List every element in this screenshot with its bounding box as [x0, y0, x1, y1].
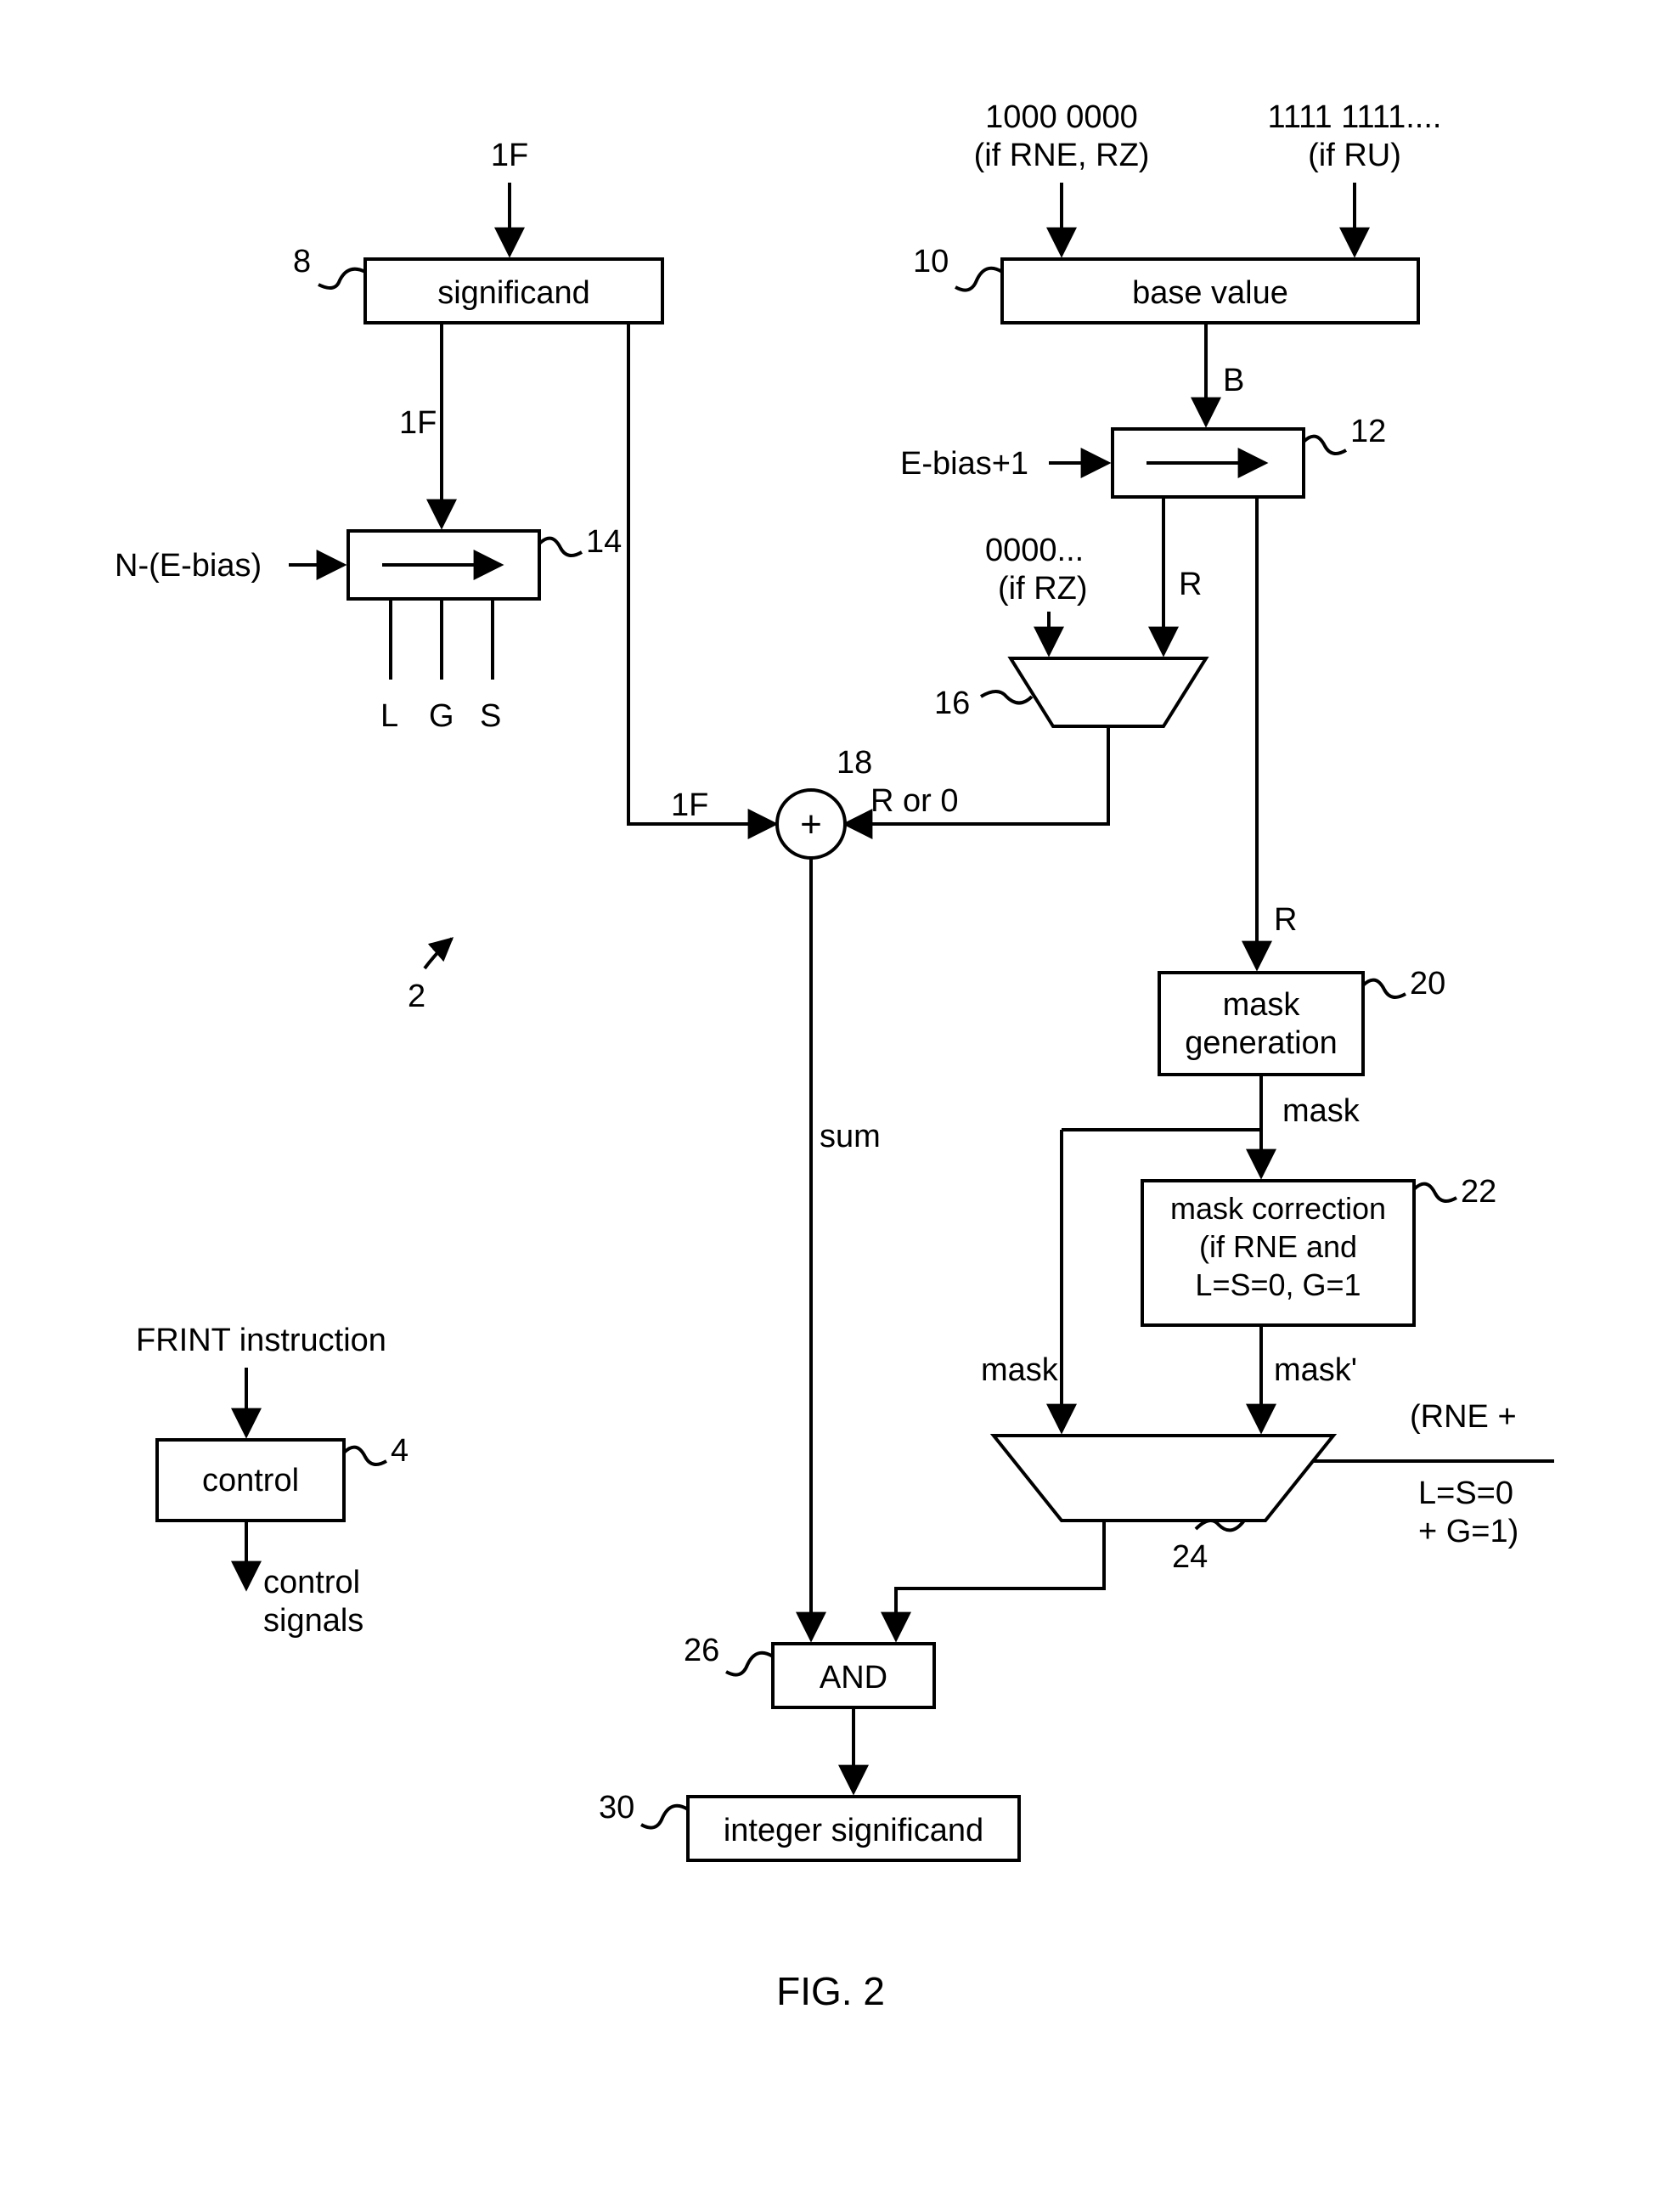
label-mux24-side2: L=S=0: [1418, 1476, 1513, 1511]
ref-22-tick: [1414, 1184, 1456, 1201]
label-maskprime: mask': [1274, 1352, 1357, 1388]
ref-8: 8: [293, 244, 311, 279]
ref-4: 4: [391, 1433, 408, 1469]
maskcorr-l1: mask correction: [1170, 1191, 1386, 1226]
ref-20-tick: [1363, 980, 1406, 997]
figure-title: FIG. 2: [776, 1969, 885, 2013]
ref-2: 2: [408, 979, 425, 1014]
maskgen-label1: mask: [1223, 987, 1301, 1023]
ref-12: 12: [1350, 414, 1386, 449]
label-1f-top: 1F: [491, 138, 528, 173]
ref-12-tick: [1304, 437, 1346, 454]
label-l: L: [380, 698, 398, 734]
ref-14: 14: [586, 524, 622, 560]
ref-30: 30: [599, 1790, 634, 1825]
ref-26-tick: [726, 1653, 773, 1675]
label-g: G: [429, 698, 454, 734]
ref-18: 18: [837, 745, 872, 781]
significand-label: significand: [437, 275, 590, 311]
label-input-right-2: (if RU): [1308, 138, 1401, 173]
line-mux24-to-and: [896, 1521, 1104, 1639]
label-1f-mid: 1F: [399, 405, 437, 441]
mux16-shape: [1011, 658, 1206, 726]
ref-4-tick: [344, 1447, 386, 1464]
label-nebias: N-(E-bias): [115, 548, 262, 584]
maskcorr-l2: (if RNE and: [1199, 1229, 1357, 1264]
label-s: S: [480, 698, 501, 734]
and-label: AND: [820, 1660, 887, 1696]
ref-2-arrow: [425, 939, 452, 968]
label-frint: FRINT instruction: [136, 1323, 386, 1358]
maskcorr-l3: L=S=0, G=1: [1195, 1267, 1361, 1302]
ref-14-tick: [539, 539, 582, 556]
maskgen-label2: generation: [1185, 1025, 1338, 1061]
ref-16-tick: [981, 691, 1032, 703]
ref-8-tick: [318, 269, 365, 288]
ref-10-tick: [955, 268, 1002, 291]
label-mux24-side3: + G=1): [1418, 1514, 1518, 1549]
ref-26: 26: [684, 1633, 719, 1668]
label-mask-top: mask: [1282, 1093, 1361, 1129]
ref-20: 20: [1410, 966, 1445, 1002]
label-mask-left: mask: [981, 1352, 1059, 1388]
label-r-right: R: [1274, 902, 1297, 938]
mux24-shape: [994, 1436, 1333, 1521]
ref-30-tick: [641, 1806, 688, 1828]
label-r-left: R: [1179, 567, 1202, 602]
ref-16: 16: [934, 686, 970, 721]
label-B: B: [1223, 363, 1244, 398]
label-ror0: R or 0: [870, 783, 958, 819]
ref-24: 24: [1172, 1539, 1208, 1575]
label-sum: sum: [820, 1119, 881, 1154]
control-label: control: [202, 1463, 299, 1498]
label-1f-to-adder: 1F: [671, 787, 708, 823]
label-ifrz: (if RZ): [998, 571, 1088, 607]
line-significand-to-adder: [628, 323, 775, 824]
label-input-left-1: 1000 0000: [985, 99, 1138, 135]
label-0000: 0000...: [985, 533, 1084, 568]
label-mux24-side1: (RNE +: [1410, 1399, 1517, 1435]
adder18-plus: +: [800, 804, 822, 845]
label-ebias1: E-bias+1: [900, 446, 1028, 482]
ref-22: 22: [1461, 1174, 1496, 1210]
intsig-label: integer significand: [724, 1813, 983, 1848]
label-input-left-2: (if RNE, RZ): [974, 138, 1150, 173]
base-value-label: base value: [1132, 275, 1288, 311]
label-control-signals2: signals: [263, 1603, 363, 1639]
label-input-right-1: 1111 1111....: [1268, 99, 1442, 135]
label-control-signals1: control: [263, 1565, 360, 1600]
ref-10: 10: [913, 244, 949, 279]
